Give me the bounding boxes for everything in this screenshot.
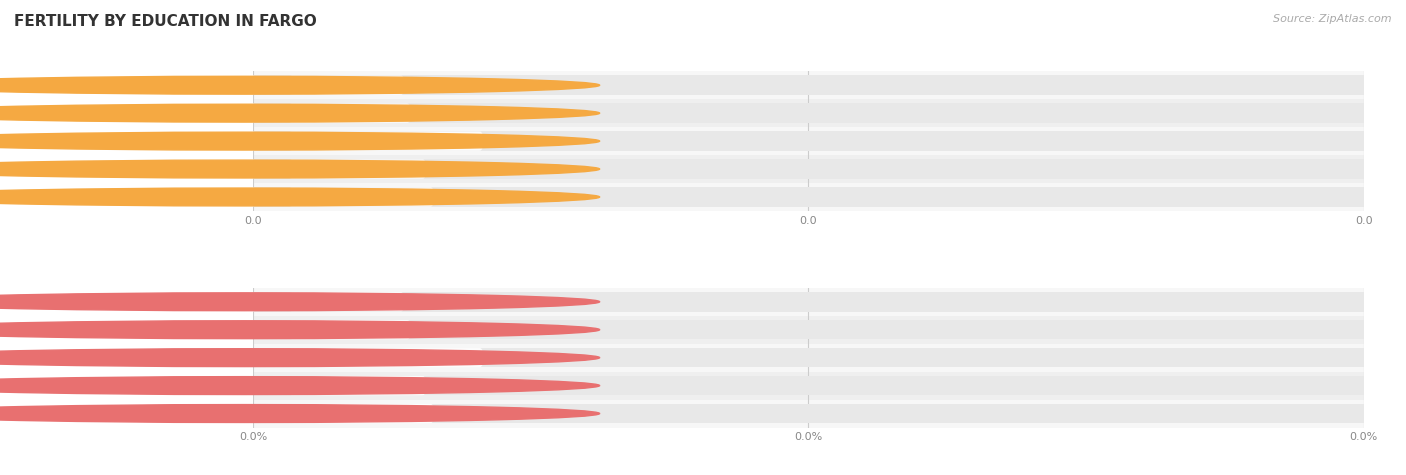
Bar: [253, 183, 1364, 211]
Text: 0.0%: 0.0%: [301, 380, 330, 390]
Circle shape: [0, 132, 599, 150]
Bar: [253, 344, 1364, 371]
Bar: [253, 376, 1364, 395]
Bar: [253, 76, 336, 94]
Text: Source: ZipAtlas.com: Source: ZipAtlas.com: [1274, 14, 1392, 24]
Circle shape: [0, 160, 599, 178]
Text: 0.0%: 0.0%: [301, 352, 330, 362]
Bar: [253, 399, 1364, 428]
Bar: [253, 187, 1364, 207]
Text: College or Associate's Degree: College or Associate's Degree: [292, 351, 479, 364]
Text: Bachelor's Degree: Bachelor's Degree: [292, 323, 406, 336]
Text: Less than High School: Less than High School: [292, 407, 430, 420]
Text: High School Diploma: High School Diploma: [292, 379, 422, 392]
Text: FERTILITY BY EDUCATION IN FARGO: FERTILITY BY EDUCATION IN FARGO: [14, 14, 316, 29]
Text: High School Diploma: High School Diploma: [292, 162, 422, 176]
Circle shape: [0, 104, 599, 122]
Text: 0.0%: 0.0%: [301, 408, 330, 418]
Circle shape: [0, 377, 599, 395]
Bar: [253, 76, 1364, 95]
Bar: [253, 104, 336, 122]
Bar: [253, 349, 336, 366]
Bar: [253, 188, 336, 206]
Text: Bachelor's Degree: Bachelor's Degree: [292, 107, 406, 120]
Bar: [253, 127, 1364, 155]
Text: Graduate Degree: Graduate Degree: [292, 79, 401, 92]
Text: College or Associate's Degree: College or Associate's Degree: [292, 134, 479, 148]
Circle shape: [0, 188, 599, 206]
Text: Less than High School: Less than High School: [292, 190, 430, 203]
Bar: [253, 131, 1364, 151]
Bar: [253, 405, 336, 422]
Circle shape: [0, 405, 599, 422]
Bar: [253, 293, 336, 311]
Text: Graduate Degree: Graduate Degree: [292, 295, 401, 308]
Bar: [253, 321, 336, 338]
Bar: [253, 348, 1364, 368]
Bar: [253, 371, 1364, 399]
Circle shape: [0, 293, 599, 311]
Text: 0.0%: 0.0%: [301, 325, 330, 335]
Bar: [253, 377, 336, 394]
Bar: [253, 320, 1364, 340]
Text: 0.0: 0.0: [311, 192, 330, 202]
Text: 0.0: 0.0: [311, 136, 330, 146]
Circle shape: [0, 76, 599, 94]
Bar: [253, 71, 1364, 99]
Bar: [253, 155, 1364, 183]
Circle shape: [0, 321, 599, 339]
Bar: [253, 99, 1364, 127]
Bar: [253, 288, 1364, 316]
Bar: [253, 133, 336, 150]
Bar: [253, 159, 1364, 179]
Bar: [253, 161, 336, 178]
Bar: [253, 104, 1364, 123]
Circle shape: [0, 349, 599, 367]
Bar: [253, 404, 1364, 423]
Bar: [253, 292, 1364, 312]
Text: 0.0: 0.0: [311, 164, 330, 174]
Text: 0.0: 0.0: [311, 108, 330, 118]
Text: 0.0%: 0.0%: [301, 297, 330, 307]
Text: 0.0: 0.0: [311, 80, 330, 90]
Bar: [253, 316, 1364, 344]
